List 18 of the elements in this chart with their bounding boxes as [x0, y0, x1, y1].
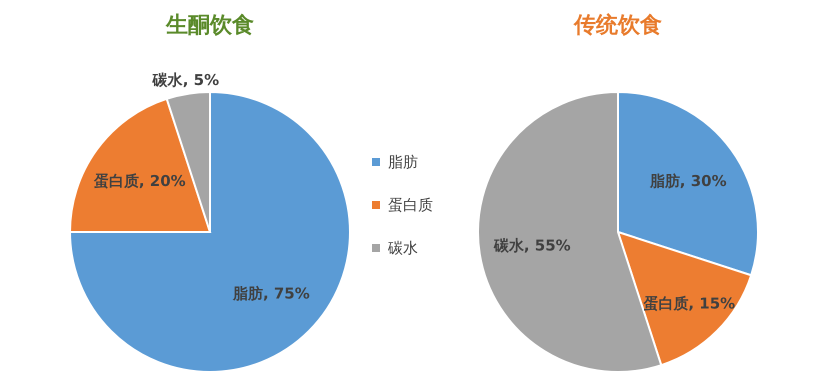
data-label: , 75%	[262, 284, 310, 302]
slice-label: 脂肪	[648, 172, 680, 190]
slice-label: 碳水	[152, 70, 184, 89]
legend-label: 碳水	[387, 239, 418, 257]
slice-label: 蛋白质	[92, 172, 139, 190]
data-label: , 30%	[680, 172, 727, 190]
pie-slice	[69, 91, 351, 373]
data-label: , 15%	[688, 294, 736, 312]
data-label: , 5%	[182, 70, 220, 89]
legend-label: 蛋白质	[388, 196, 433, 214]
slice-label: 蛋白质	[642, 294, 688, 312]
slice-label: 脂肪	[232, 284, 263, 302]
data-label: , 55%	[524, 236, 571, 255]
chart-title: 传统饮食	[573, 12, 662, 38]
legend-label: 脂肪	[388, 153, 418, 171]
slice-label: 碳水	[492, 236, 525, 255]
data-label: , 20%	[138, 172, 186, 190]
chart-title: 生酮饮食	[165, 13, 254, 38]
